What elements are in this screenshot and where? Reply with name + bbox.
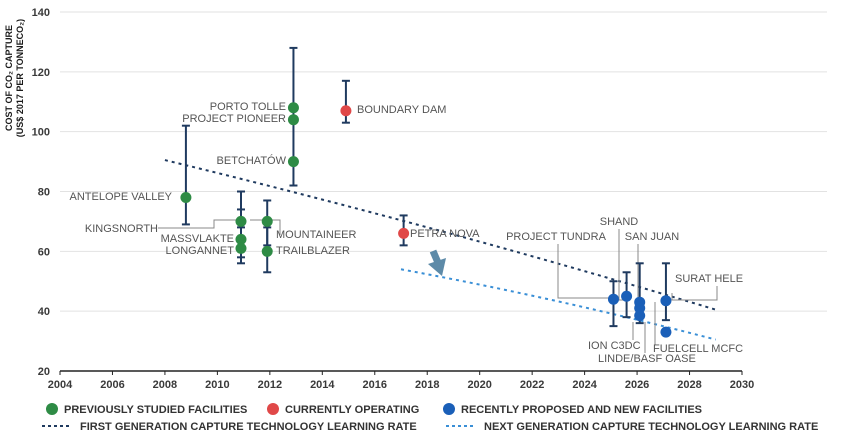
trend-line-next-gen bbox=[400, 268, 717, 341]
label-porto-tolle: PORTO TOLLE bbox=[210, 101, 286, 113]
point-project-pioneer bbox=[287, 114, 299, 126]
label-fuelcell-mcfc: FUELCELL MCFC bbox=[653, 343, 743, 355]
legend-previously-label: PREVIOUSLY STUDIED FACILITIES bbox=[64, 404, 247, 416]
point-petra-nova bbox=[398, 227, 410, 239]
y-tick-label: 20 bbox=[38, 366, 50, 378]
label-surat-hele: SURAT HELE bbox=[675, 273, 743, 285]
label-kingsnorth: KINGSNORTH bbox=[85, 223, 158, 235]
label-project-tundra: PROJECT TUNDRA bbox=[506, 231, 606, 243]
x-tick-label: 2030 bbox=[730, 379, 754, 391]
x-tick-label: 2022 bbox=[520, 379, 544, 391]
label-shand: SHAND bbox=[600, 216, 639, 228]
point-antelope-valley bbox=[180, 191, 192, 203]
point-fuelcell-mcfc bbox=[660, 326, 672, 338]
y-tick-label: 140 bbox=[32, 7, 50, 19]
legend: PREVIOUSLY STUDIED FACILITIES CURRENTLY … bbox=[42, 403, 818, 433]
label-san-juan: SAN JUAN bbox=[625, 231, 679, 243]
x-tick-label: 2016 bbox=[363, 379, 387, 391]
x-tick-label: 2010 bbox=[205, 379, 229, 391]
label-trailblazer: TRAILBLAZER bbox=[276, 245, 350, 257]
label-betchatow: BETCHATÓW bbox=[217, 154, 287, 167]
point-longannet bbox=[235, 242, 247, 254]
point-labels: ANTELOPE VALLEY KINGSNORTH MASSVLAKTE LO… bbox=[69, 101, 743, 365]
point-surat-hele bbox=[660, 295, 672, 307]
y-axis-title-line1: COST OF CO₂ CAPTURE bbox=[4, 25, 14, 131]
label-ion-c3dc: ION C3DC bbox=[588, 340, 641, 352]
legend-operating-marker bbox=[267, 403, 279, 415]
x-tick-label: 2020 bbox=[467, 379, 491, 391]
legend-previously-marker bbox=[46, 403, 58, 415]
x-tick-label: 2028 bbox=[677, 379, 701, 391]
x-tick-label: 2004 bbox=[48, 379, 73, 391]
x-tick-label: 2006 bbox=[100, 379, 124, 391]
legend-operating-label: CURRENTLY OPERATING bbox=[285, 404, 419, 416]
legend-proposed-label: RECENTLY PROPOSED AND NEW FACILITIES bbox=[461, 404, 702, 416]
label-antelope-valley: ANTELOPE VALLEY bbox=[69, 191, 172, 203]
label-project-pioneer: PROJECT PIONEER bbox=[182, 113, 286, 125]
label-boundary-dam: BOUNDARY DAM bbox=[357, 104, 446, 116]
point-boundary-dam bbox=[340, 105, 352, 117]
data-points bbox=[180, 102, 672, 338]
error-bars bbox=[181, 46, 670, 328]
x-tick-label: 2026 bbox=[625, 379, 649, 391]
axes: 20 40 60 80 100 120 140 2004 2006 2008 2010 2012 201… bbox=[32, 7, 755, 391]
trend-arrow-icon bbox=[428, 249, 446, 276]
x-tick-label: 2024 bbox=[572, 379, 597, 391]
y-tick-label: 40 bbox=[38, 306, 50, 318]
y-tick-label: 100 bbox=[32, 127, 50, 139]
point-ion-c3dc bbox=[607, 293, 619, 305]
y-tick-label: 60 bbox=[38, 246, 50, 258]
label-massvlakte: MASSVLAKTE bbox=[161, 233, 234, 245]
x-tick-label: 2008 bbox=[153, 379, 177, 391]
legend-next-gen-label: NEXT GENERATION CAPTURE TECHNOLOGY LEARN… bbox=[484, 421, 818, 433]
point-betchat-w bbox=[287, 156, 299, 168]
point-kingsnorth bbox=[235, 233, 247, 245]
x-tick-label: 2012 bbox=[258, 379, 282, 391]
legend-first-gen-label: FIRST GENERATION CAPTURE TECHNOLOGY LEAR… bbox=[80, 421, 417, 433]
gridlines bbox=[60, 11, 827, 312]
y-tick-label: 120 bbox=[32, 67, 50, 79]
legend-proposed-marker bbox=[443, 403, 455, 415]
point-trailblazer bbox=[261, 245, 273, 257]
y-axis-title: COST OF CO₂ CAPTURE (US$ 2017 PER TONNEC… bbox=[4, 19, 25, 137]
y-axis-title-line2: (US$ 2017 PER TONNECO₂) bbox=[15, 19, 25, 137]
label-petra-nova: PETRA NOVA bbox=[410, 228, 480, 240]
x-tick-label: 2018 bbox=[415, 379, 439, 391]
y-tick-label: 80 bbox=[38, 187, 50, 199]
label-longannet: LONGANNET bbox=[166, 245, 235, 257]
point-mountaineer bbox=[261, 215, 273, 227]
trend-lines bbox=[164, 159, 717, 341]
point-porto-tolle bbox=[287, 102, 299, 114]
label-mountaineer: MOUNTAINEER bbox=[276, 229, 357, 241]
point-linde-basf-oase bbox=[634, 310, 646, 322]
label-linde-basf-oase: LINDE/BASF OASE bbox=[598, 353, 696, 365]
point-project-tundra bbox=[621, 290, 633, 302]
x-tick-label: 2014 bbox=[310, 379, 335, 391]
point-massvlakte bbox=[235, 215, 247, 227]
